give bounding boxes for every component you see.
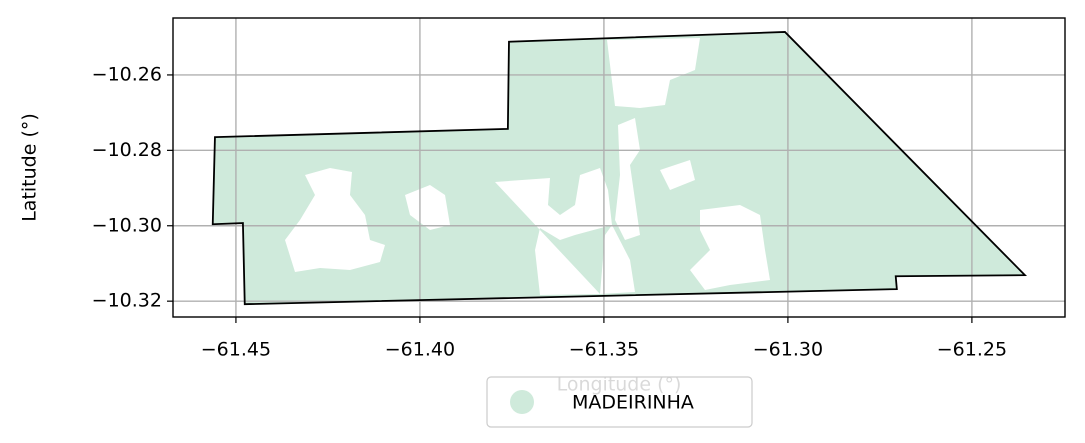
x-tick-label: −61.35 <box>569 339 639 361</box>
legend-box <box>486 376 753 428</box>
x-tick-label: −61.30 <box>753 339 823 361</box>
hole <box>405 185 450 230</box>
axes-frame <box>172 17 1066 318</box>
legend: MADEIRINHA <box>486 376 753 428</box>
y-tick-label: −10.26 <box>92 63 162 85</box>
region-fill <box>212 31 1025 305</box>
x-tick-label: −61.45 <box>201 339 271 361</box>
hole <box>607 38 700 108</box>
y-tick-label: −10.28 <box>92 139 162 161</box>
legend-label: MADEIRINHA <box>572 392 694 414</box>
x-tick-label: −61.25 <box>937 339 1007 361</box>
y-tick-label: −10.30 <box>92 214 162 236</box>
hole <box>615 118 640 240</box>
region-layer <box>212 31 1025 305</box>
axes-layer: −61.45 −61.40 −61.35 −61.30 −61.25 −10.26 −10.… <box>19 17 1066 428</box>
x-tick-label: −61.40 <box>385 339 455 361</box>
y-axis-label: Latitude (°) <box>19 113 41 222</box>
hole <box>285 168 385 272</box>
region-boundary <box>211 31 1028 306</box>
y-tick-label: −10.32 <box>92 290 162 312</box>
legend-marker <box>510 390 534 414</box>
hole <box>495 168 635 295</box>
hole <box>660 160 695 190</box>
grid-layer <box>173 18 1065 317</box>
